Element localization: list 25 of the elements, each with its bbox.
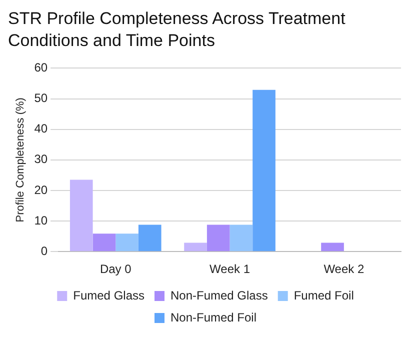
y-tick-label: 60 [34,60,48,75]
x-tick-label: Week 2 [324,262,364,276]
bar [252,90,276,252]
legend-label: Fumed Foil [294,288,354,302]
bar [184,242,207,252]
bar [321,242,344,252]
y-axis-title: Profile Completeness (%) [14,98,27,222]
legend-label: Fumed Glass [73,288,144,302]
x-tick-label: Week 1 [210,262,250,276]
legend-label: Non-Fumed Glass [170,288,268,302]
y-tick-label: 0 [40,244,48,258]
legend-label: Non-Fumed Foil [170,310,257,324]
y-tick-label: 40 [34,122,48,136]
bar [206,224,230,252]
bar [116,234,138,252]
bar [230,224,253,252]
bar [70,180,93,252]
y-tick-label: 10 [34,213,48,228]
chart-title: STR Profile Completeness Across Treatment Conditions and Time Points [8,8,346,52]
y-tick-label: 50 [34,91,48,106]
y-tick-label: 20 [34,182,48,197]
bar [138,224,162,252]
y-tick-label: 30 [34,152,48,166]
bar [92,234,116,252]
x-tick-label: Day 0 [100,262,132,276]
